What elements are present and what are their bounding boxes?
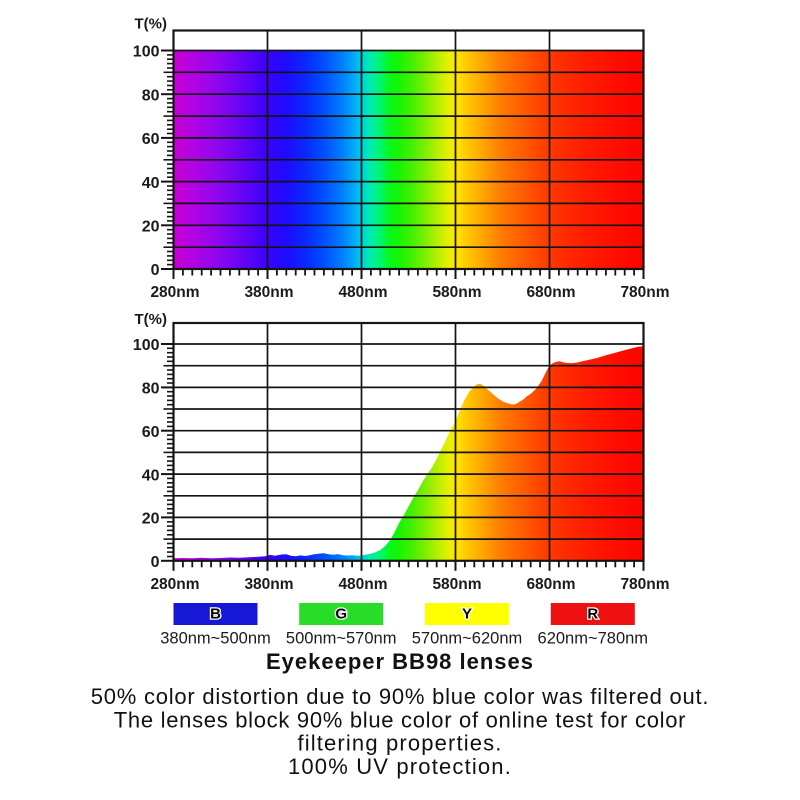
svg-text:B: B [210,606,221,623]
svg-text:The lenses block 90% blue colo: The lenses block 90% blue color of onlin… [114,707,686,732]
svg-text:100: 100 [133,337,160,354]
svg-text:480nm: 480nm [338,284,387,301]
svg-text:100: 100 [133,44,160,61]
svg-text:50% color distortion due to 90: 50% color distortion due to 90% blue col… [91,684,710,709]
svg-text:T(%): T(%) [135,16,168,33]
svg-text:T(%): T(%) [135,311,168,328]
svg-text:60: 60 [142,131,160,148]
svg-text:R: R [587,606,598,623]
svg-text:500nm~570nm: 500nm~570nm [286,630,397,648]
svg-text:0: 0 [151,554,160,571]
svg-text:620nm~780nm: 620nm~780nm [538,630,649,648]
svg-text:filtering properties.: filtering properties. [297,731,502,756]
svg-text:780nm: 780nm [620,576,669,593]
svg-text:680nm: 680nm [526,576,575,593]
svg-text:0: 0 [151,262,160,279]
svg-text:40: 40 [142,467,160,484]
svg-text:20: 20 [142,511,160,528]
svg-text:Eyekeeper BB98 lenses: Eyekeeper BB98 lenses [266,649,534,674]
svg-text:100% UV protection.: 100% UV protection. [288,754,512,779]
svg-text:680nm: 680nm [526,284,575,301]
svg-text:380nm: 380nm [244,284,293,301]
svg-text:280nm: 280nm [150,576,199,593]
svg-text:580nm: 580nm [432,284,481,301]
svg-text:80: 80 [142,87,160,104]
svg-text:780nm: 780nm [620,284,669,301]
svg-text:G: G [335,606,347,623]
svg-text:60: 60 [142,424,160,441]
svg-text:380nm~500nm: 380nm~500nm [160,630,271,648]
svg-text:Y: Y [462,606,472,623]
svg-text:280nm: 280nm [150,284,199,301]
svg-text:20: 20 [142,219,160,236]
svg-text:380nm: 380nm [244,576,293,593]
svg-text:480nm: 480nm [338,576,387,593]
svg-text:580nm: 580nm [432,576,481,593]
svg-text:40: 40 [142,175,160,192]
svg-text:80: 80 [142,381,160,398]
svg-text:570nm~620nm: 570nm~620nm [412,630,523,648]
